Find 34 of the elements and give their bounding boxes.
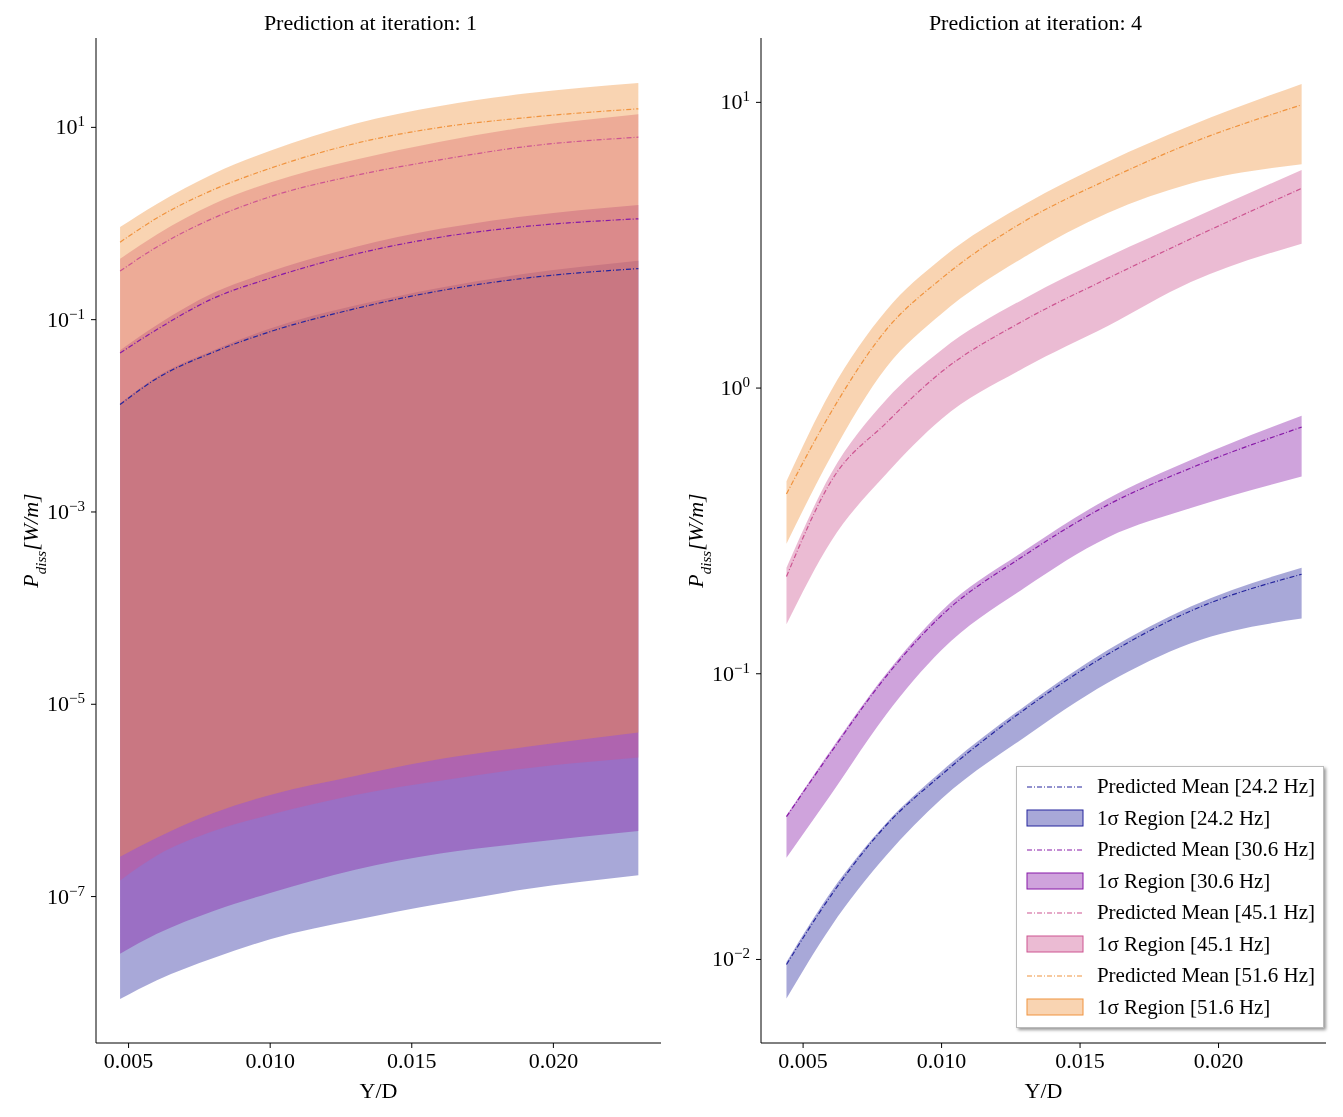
y-tick-label: 10$^{1}$ [55,113,85,140]
line-series [119,108,639,243]
y-tick-label: 10$^{−7}$ [47,882,86,909]
x-axis-title: Y/D [1024,1078,1063,1103]
y-tick-label: 10$^{−2}$ [712,945,750,972]
y-tick-label: 10$^{−1}$ [712,659,750,686]
x-tick-label: 0.015 [387,1048,437,1073]
y-tick-label: 10$^{−3}$ [47,497,85,524]
line-series [119,218,639,354]
y-tick-label: 10$^{1}$ [720,88,750,115]
annotation: 1σ Region [45.1 Hz] [1096,931,1271,957]
annotation: 1σ Region [24.2 Hz] [1096,805,1271,831]
chart-title: Prediction at iteration: 1 [263,10,478,35]
y-tick-label: 10$^{−5}$ [47,690,85,717]
x-tick-label: 0.010 [916,1048,967,1073]
x-tick-label: 0.010 [245,1048,295,1073]
x-axis-title: Y/D [359,1078,398,1103]
legend-label: Predicted Mean [45.1 Hz] [1096,900,1315,926]
y-tick-label: 10$^{−1}$ [47,305,85,332]
legend-label: Predicted Mean [51.6 Hz] [1096,963,1315,989]
x-tick-label: 0.020 [528,1048,579,1073]
line-series [119,267,639,406]
chart-title: Prediction at iteration: 4 [928,10,1143,35]
annotation: 1σ Region [30.6 Hz] [1096,868,1271,894]
annotation: 1σ Region [51.6 Hz] [1096,994,1271,1020]
legend-label: Predicted Mean [30.6 Hz] [1096,837,1315,863]
line-series [119,136,639,272]
x-tick-label: 0.005 [103,1048,154,1073]
line-series [785,104,1303,495]
x-tick-label: 0.005 [778,1048,828,1073]
legend-label: Predicted Mean [24.2 Hz] [1096,774,1315,800]
y-tick-label: 10$^{0}$ [720,374,750,401]
x-tick-label: 0.020 [1193,1048,1244,1073]
x-tick-label: 0.015 [1055,1048,1105,1073]
